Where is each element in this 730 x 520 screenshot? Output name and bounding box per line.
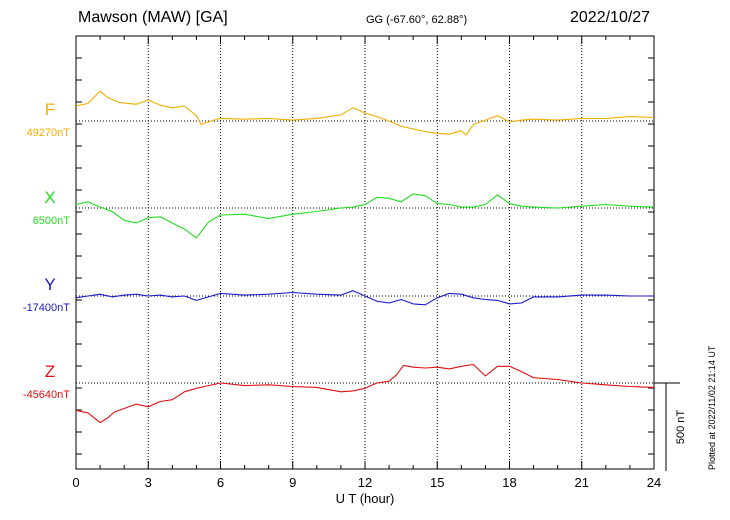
channels: F 49270nT X 6500nT Y -17400nT Z -45640nT [23, 90, 655, 424]
x-tick-label-9: 9 [289, 475, 296, 490]
x-tick-label-6: 6 [217, 475, 224, 490]
baseline-value-y: -17400nT [23, 302, 70, 314]
plotted-timestamp: Plotted at 2022/11/02 21:14 UT [707, 345, 717, 470]
trace-f [75, 90, 655, 136]
scale-bar: 500 nT [654, 382, 687, 471]
geographic-coordinates: GG (-67.60°, 62.88°) [366, 14, 468, 26]
vertical-grid [147, 36, 583, 469]
trace-x [75, 193, 655, 239]
channel-label-z: Z [45, 362, 55, 381]
station-title: Mawson (MAW) [GA] [78, 9, 228, 26]
baseline-value-z: -45640nT [23, 389, 70, 401]
x-tick-labels: 0 3 6 9 12 15 18 21 24 [72, 475, 661, 490]
channel-f: F 49270nT [27, 90, 655, 139]
baseline-value-x: 6500nT [33, 215, 71, 227]
channel-z: Z -45640nT [23, 362, 655, 424]
x-tick-label-18: 18 [502, 475, 516, 490]
x-tick-label-24: 24 [647, 475, 661, 490]
trace-y [75, 290, 654, 306]
channel-label-y: Y [44, 275, 55, 294]
trace-z [75, 363, 655, 424]
baseline-value-f: 49270nT [27, 127, 71, 139]
channel-label-x: X [44, 188, 55, 207]
x-tick-label-3: 3 [145, 475, 152, 490]
channel-y: Y -17400nT [23, 275, 654, 314]
scale-bar-label: 500 nT [675, 410, 687, 445]
x-tick-label-21: 21 [575, 475, 589, 490]
axis-ticks [75, 36, 655, 469]
x-axis-label: U T (hour) [336, 491, 395, 506]
x-tick-label-15: 15 [430, 475, 444, 490]
channel-x: X 6500nT [33, 188, 655, 239]
x-tick-label-12: 12 [358, 475, 372, 490]
plot-date: 2022/10/27 [570, 9, 651, 26]
x-tick-label-0: 0 [72, 475, 79, 490]
channel-label-f: F [45, 100, 55, 119]
